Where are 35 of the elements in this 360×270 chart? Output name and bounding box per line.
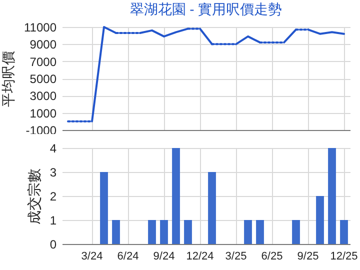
- x-tick-label: 9/25: [297, 250, 319, 262]
- bar: [160, 220, 168, 244]
- x-tick-label: 12/25: [330, 250, 358, 262]
- y-tick-label: 1: [50, 214, 57, 228]
- y-tick-label: 4: [50, 142, 57, 156]
- y-tick-label: 3: [50, 166, 57, 180]
- bar: [172, 148, 180, 244]
- bar: [208, 172, 216, 244]
- y-tick-label: 1000: [30, 106, 57, 120]
- y-tick-label: 5000: [30, 72, 57, 86]
- y-tick-label: 9000: [30, 38, 57, 52]
- y-tick-label: 0: [50, 238, 57, 252]
- y-axis-title: 成交宗數: [26, 168, 42, 224]
- y-tick-label: 2: [50, 190, 57, 204]
- bar: [184, 220, 192, 244]
- bar: [316, 196, 324, 244]
- y-tick-label: 11000: [24, 20, 57, 34]
- x-tick-label: 9/24: [153, 250, 175, 262]
- y-tick-label: 3000: [30, 89, 57, 104]
- x-tick-label: 3/25: [225, 250, 247, 262]
- y-axis-title: 平均呎價: [0, 51, 16, 107]
- y-tick-label: 7000: [30, 54, 57, 69]
- bar: [292, 220, 300, 244]
- bar: [148, 220, 156, 244]
- chart-title: 翠湖花園 - 實用呎價走勢: [130, 1, 282, 17]
- bar: [340, 220, 348, 244]
- x-tick-label: 12/24: [186, 250, 214, 262]
- bar: [256, 220, 264, 244]
- x-tick-label: 6/25: [261, 250, 283, 262]
- bar: [328, 148, 336, 244]
- bar: [112, 220, 120, 244]
- x-tick-label: 3/24: [81, 250, 103, 262]
- bar: [100, 172, 108, 244]
- x-tick-label: 6/24: [117, 250, 139, 262]
- bar: [244, 220, 252, 244]
